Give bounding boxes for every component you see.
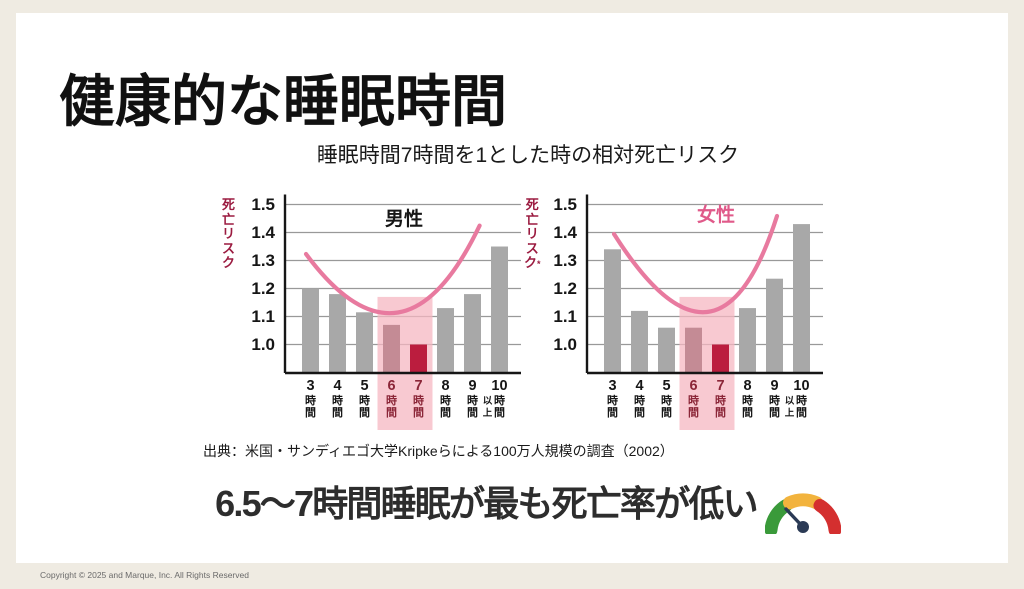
svg-text:9: 9 xyxy=(468,378,476,394)
svg-text:5: 5 xyxy=(360,378,368,394)
svg-text:7: 7 xyxy=(414,378,422,394)
svg-text:時: 時 xyxy=(688,393,699,407)
svg-text:1.5: 1.5 xyxy=(553,195,577,214)
svg-text:時: 時 xyxy=(386,393,397,407)
svg-text:時: 時 xyxy=(634,393,645,407)
svg-text:8: 8 xyxy=(441,378,449,394)
svg-text:3: 3 xyxy=(306,378,314,394)
svg-text:間: 間 xyxy=(359,406,370,419)
svg-text:時: 時 xyxy=(305,393,316,407)
svg-text:間: 間 xyxy=(742,406,753,419)
svg-text:間: 間 xyxy=(634,406,645,419)
svg-text:10: 10 xyxy=(491,378,507,394)
svg-text:1.0: 1.0 xyxy=(553,335,577,354)
svg-text:時: 時 xyxy=(332,393,343,407)
svg-text:時: 時 xyxy=(796,393,807,407)
svg-text:3: 3 xyxy=(608,378,616,394)
svg-text:4: 4 xyxy=(635,378,643,394)
svg-text:1.4: 1.4 xyxy=(553,223,577,242)
svg-text:間: 間 xyxy=(386,406,397,419)
svg-text:間: 間 xyxy=(661,406,672,419)
svg-text:時: 時 xyxy=(359,393,370,407)
svg-text:男性: 男性 xyxy=(385,207,423,230)
svg-text:時: 時 xyxy=(607,393,618,407)
svg-text:5: 5 xyxy=(662,378,670,394)
svg-text:1.2: 1.2 xyxy=(553,279,577,298)
svg-text:時: 時 xyxy=(742,393,753,407)
svg-text:間: 間 xyxy=(413,406,424,419)
svg-text:間: 間 xyxy=(494,406,505,419)
svg-text:1.2: 1.2 xyxy=(251,279,275,298)
svg-text:8: 8 xyxy=(743,378,751,394)
svg-text:上: 上 xyxy=(483,407,493,419)
svg-text:間: 間 xyxy=(467,406,478,419)
svg-text:間: 間 xyxy=(715,406,726,419)
svg-text:時: 時 xyxy=(769,393,780,407)
svg-text:時: 時 xyxy=(715,393,726,407)
svg-text:1.3: 1.3 xyxy=(251,251,275,270)
svg-text:間: 間 xyxy=(607,406,618,419)
svg-text:時: 時 xyxy=(661,393,672,407)
svg-text:1.3: 1.3 xyxy=(553,251,577,270)
svg-text:9: 9 xyxy=(770,378,778,394)
svg-text:間: 間 xyxy=(305,406,316,419)
svg-text:時: 時 xyxy=(440,393,451,407)
svg-text:女性: 女性 xyxy=(697,203,735,226)
svg-text:間: 間 xyxy=(796,406,807,419)
svg-text:7: 7 xyxy=(716,378,724,394)
svg-text:6: 6 xyxy=(387,378,395,394)
svg-text:4: 4 xyxy=(333,378,341,394)
svg-text:間: 間 xyxy=(769,406,780,419)
svg-text:1.1: 1.1 xyxy=(553,307,577,326)
svg-text:以: 以 xyxy=(483,396,493,407)
svg-text:以: 以 xyxy=(785,396,795,407)
svg-text:間: 間 xyxy=(440,406,451,419)
svg-text:時: 時 xyxy=(494,393,505,407)
svg-text:上: 上 xyxy=(785,407,795,419)
svg-text:間: 間 xyxy=(332,406,343,419)
svg-text:1.4: 1.4 xyxy=(251,223,275,242)
svg-text:10: 10 xyxy=(793,378,809,394)
svg-text:1.0: 1.0 xyxy=(251,335,275,354)
svg-text:時: 時 xyxy=(467,393,478,407)
svg-text:1.5: 1.5 xyxy=(251,195,275,214)
svg-text:時: 時 xyxy=(413,393,424,407)
svg-text:1.1: 1.1 xyxy=(251,307,275,326)
svg-text:間: 間 xyxy=(688,406,699,419)
svg-text:6: 6 xyxy=(689,378,697,394)
